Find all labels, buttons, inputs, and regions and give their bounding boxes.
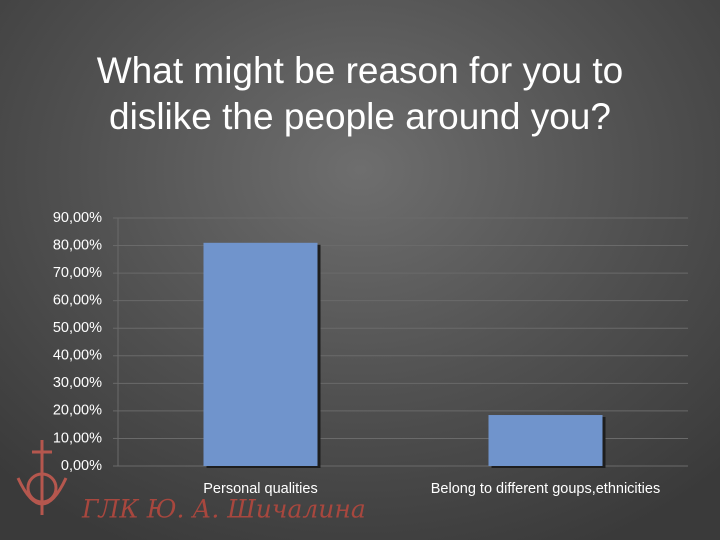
logo xyxy=(16,440,68,515)
y-tick-label: 90,00% xyxy=(53,210,102,226)
bar-group xyxy=(203,242,321,468)
bar-group xyxy=(488,415,606,468)
y-tick-label: 30,00% xyxy=(53,375,102,391)
y-tick-label: 10,00% xyxy=(53,430,102,446)
chart-title: What might be reason for you to dislike … xyxy=(96,50,624,137)
y-tick-label: 60,00% xyxy=(53,292,102,308)
y-tick-label: 0,00% xyxy=(61,458,102,474)
y-tick-label: 20,00% xyxy=(53,403,102,419)
bar xyxy=(488,415,603,466)
x-tick-label: Personal qualities xyxy=(203,481,317,497)
bar xyxy=(203,242,318,466)
y-tick-label: 80,00% xyxy=(53,237,102,253)
y-tick-label: 70,00% xyxy=(53,265,102,281)
y-tick-label: 40,00% xyxy=(53,348,102,364)
x-tick-label: Belong to different goups,ethnicities xyxy=(431,481,660,497)
logo-text: ГЛК Ю. А. Шичалина xyxy=(81,495,366,524)
y-tick-label: 50,00% xyxy=(53,320,102,336)
